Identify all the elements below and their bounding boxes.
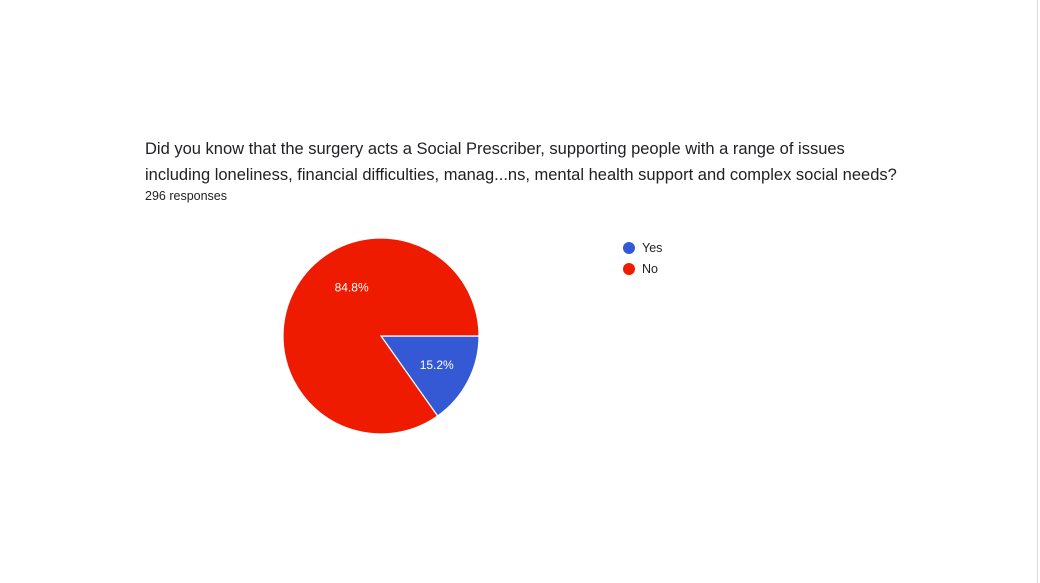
question-line-2: including loneliness, financial difficul…	[145, 166, 897, 184]
question-line-1: Did you know that the surgery acts a Soc…	[145, 140, 845, 158]
pie-slice-no[interactable]	[282, 237, 480, 435]
chart-legend: Yes No	[623, 237, 662, 279]
pie-chart: 15.2% 84.8%	[282, 237, 480, 435]
page-border	[1037, 0, 1038, 583]
legend-label-yes: Yes	[642, 240, 663, 255]
question-title: Did you know that the surgery acts a Soc…	[145, 136, 915, 188]
pie-label-no: 84.8%	[335, 280, 369, 294]
legend-swatch-yes	[623, 241, 635, 254]
legend-swatch-no	[623, 262, 635, 275]
pie-slice-yes[interactable]	[379, 335, 480, 417]
pie-label-yes: 15.2%	[420, 358, 454, 372]
response-count: 296 responses	[145, 189, 228, 203]
legend-item-yes[interactable]: Yes	[623, 237, 662, 258]
legend-item-no[interactable]: No	[623, 258, 662, 279]
legend-label-no: No	[642, 261, 658, 276]
